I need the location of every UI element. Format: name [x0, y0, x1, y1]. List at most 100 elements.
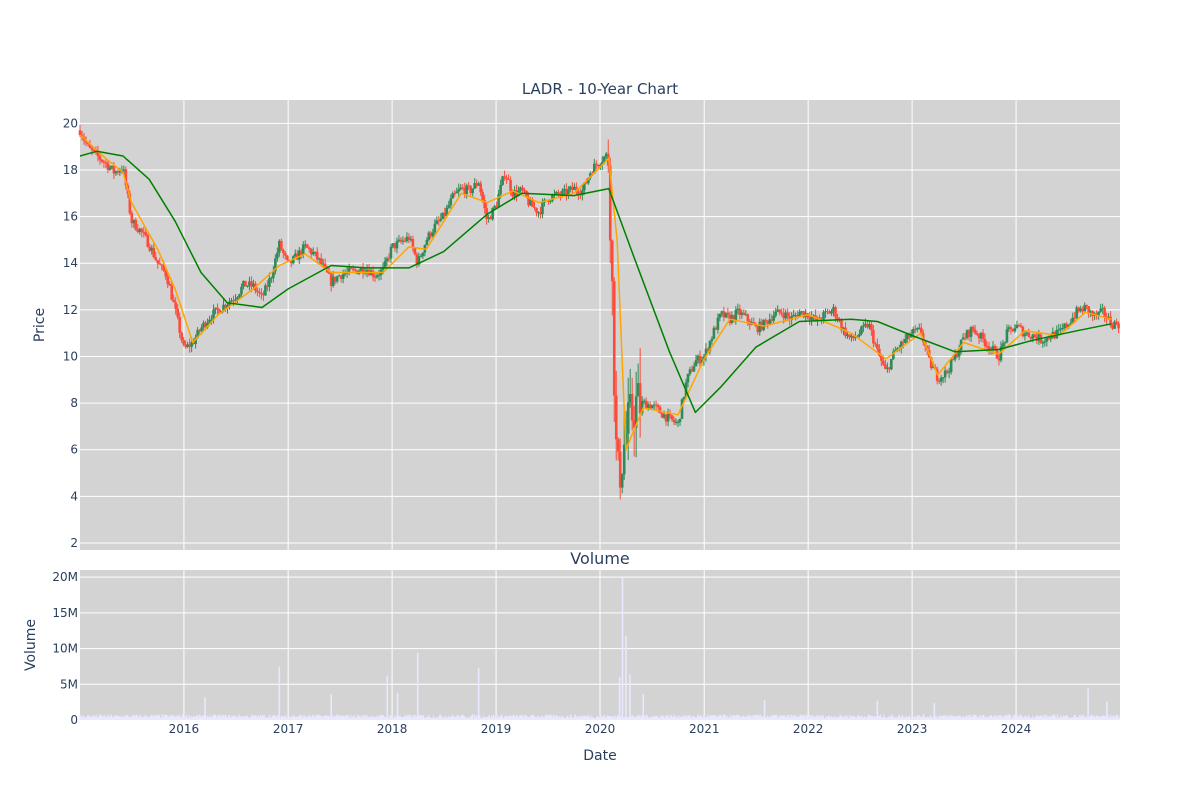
volume-bar — [1114, 717, 1117, 720]
volume-bar — [741, 716, 743, 720]
volume-bar — [891, 716, 893, 720]
candle-body — [991, 346, 995, 350]
volume-bar — [621, 716, 623, 720]
candle-body — [983, 339, 987, 346]
candle-body — [604, 153, 608, 157]
volume-bar — [464, 717, 466, 720]
volume-bar — [241, 716, 243, 720]
candle-body — [882, 360, 885, 365]
candle-body — [620, 474, 624, 488]
volume-bar — [456, 715, 458, 720]
volume-bar — [129, 717, 132, 720]
candle-body — [130, 212, 134, 224]
volume-bar — [782, 715, 784, 720]
candle-body — [421, 252, 425, 257]
volume-bar — [891, 714, 894, 720]
volume-bar — [187, 718, 190, 720]
candle-body — [485, 208, 488, 219]
volume-spike-bar — [642, 694, 645, 720]
volume-bar — [324, 715, 326, 720]
volume-bar — [633, 717, 636, 720]
volume-bar — [509, 715, 511, 720]
volume-bar — [480, 717, 482, 720]
volume-bar — [175, 715, 178, 720]
volume-bar — [306, 716, 308, 720]
candle-body — [682, 396, 686, 400]
volume-bar — [759, 717, 761, 720]
volume-bar — [937, 717, 940, 720]
volume-bar — [302, 718, 304, 720]
volume-bar — [1005, 715, 1007, 720]
volume-bar — [518, 716, 520, 720]
volume-bar — [284, 716, 286, 720]
volume-bar — [221, 718, 223, 720]
volume-bar — [211, 716, 214, 720]
volume-bar — [820, 714, 822, 720]
candle-body — [182, 340, 185, 345]
volume-bar — [154, 716, 156, 720]
candle-body — [836, 317, 839, 321]
candle-body — [858, 334, 861, 337]
volume-bar — [185, 715, 187, 720]
volume-bar — [1064, 716, 1066, 720]
candle-body — [563, 188, 566, 191]
candle-body — [311, 252, 315, 255]
volume-bar — [182, 717, 184, 720]
candle-body — [945, 370, 949, 373]
volume-bar — [1011, 718, 1013, 720]
volume-bar — [743, 716, 745, 720]
volume-bar — [766, 716, 768, 720]
candle-body — [537, 212, 540, 214]
volume-bar — [216, 715, 219, 720]
volume-bar — [264, 718, 266, 720]
volume-bar — [579, 717, 581, 720]
volume-bar — [1025, 716, 1028, 720]
candle-body — [850, 335, 853, 338]
volume-bar — [103, 715, 105, 720]
volume-bar — [738, 714, 740, 720]
volume-bar — [146, 717, 148, 720]
volume-bar — [828, 715, 830, 720]
volume-bar — [1079, 716, 1082, 720]
volume-bar — [635, 717, 637, 720]
volume-bar — [879, 715, 881, 720]
volume-bar — [912, 716, 914, 720]
volume-bar — [445, 716, 447, 720]
volume-bar — [527, 716, 529, 720]
volume-bar — [371, 716, 373, 720]
volume-bar — [507, 716, 509, 720]
volume-bar — [357, 717, 360, 720]
candle-body — [499, 184, 502, 195]
candle-body — [1017, 324, 1021, 326]
volume-bar — [905, 715, 907, 720]
candle-body — [856, 336, 859, 338]
candle-body — [403, 240, 407, 242]
volume-bar — [304, 715, 306, 720]
volume-bar — [369, 716, 371, 720]
volume-bar — [136, 714, 138, 720]
candle-body — [256, 290, 259, 293]
volume-bar — [481, 717, 483, 720]
candle-body — [961, 337, 965, 340]
price-y-tick-label: 6 — [70, 443, 78, 457]
candle-body — [128, 193, 132, 213]
volume-y-tick-label: 10M — [52, 642, 78, 656]
volume-bar — [322, 718, 324, 720]
candle-body — [214, 307, 217, 310]
volume-bar — [202, 715, 204, 720]
volume-bar — [534, 717, 536, 720]
volume-bar — [163, 717, 165, 720]
volume-bar — [1026, 718, 1029, 720]
volume-bar — [178, 714, 180, 720]
volume-bar — [554, 717, 556, 720]
candle-body — [527, 197, 530, 206]
candle-body — [766, 321, 770, 324]
candle-body — [413, 248, 417, 255]
candle-body — [658, 407, 662, 414]
volume-bar — [538, 715, 540, 720]
volume-bar — [999, 716, 1001, 720]
volume-bar — [201, 716, 203, 720]
volume-bar — [547, 714, 549, 720]
volume-bar — [385, 716, 387, 720]
